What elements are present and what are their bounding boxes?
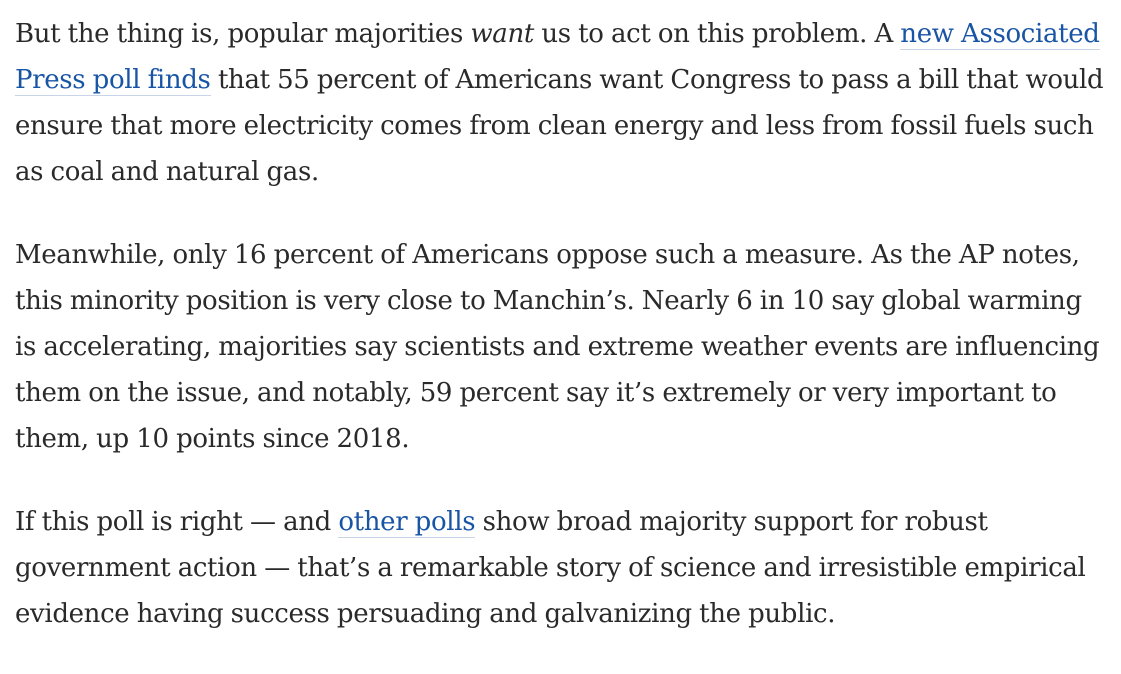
paragraph-text: If this poll is right — and [15, 507, 339, 537]
paragraph-opposition: Meanwhile, only 16 percent of Americans … [15, 232, 1110, 462]
ap-poll-link[interactable]: new Associated Press poll finds [15, 19, 1100, 96]
paragraph-poll-support: But the thing is, popular majorities wan… [15, 11, 1110, 195]
emphasis-want: want [470, 19, 534, 49]
paragraph-text: But the thing is, popular majorities [15, 19, 471, 49]
paragraph-text: Meanwhile, only 16 percent of Americans … [15, 240, 1100, 454]
paragraph-conclusion: If this poll is right — and other polls … [15, 499, 1110, 637]
article-body: But the thing is, popular majorities wan… [15, 11, 1110, 674]
paragraph-text: us to act on this problem. A [533, 19, 901, 49]
other-polls-link[interactable]: other polls [338, 507, 476, 538]
paragraph-text: that 55 percent of Americans want Congre… [15, 65, 1104, 187]
paragraph-text: show broad majority support for robust g… [15, 507, 1086, 629]
